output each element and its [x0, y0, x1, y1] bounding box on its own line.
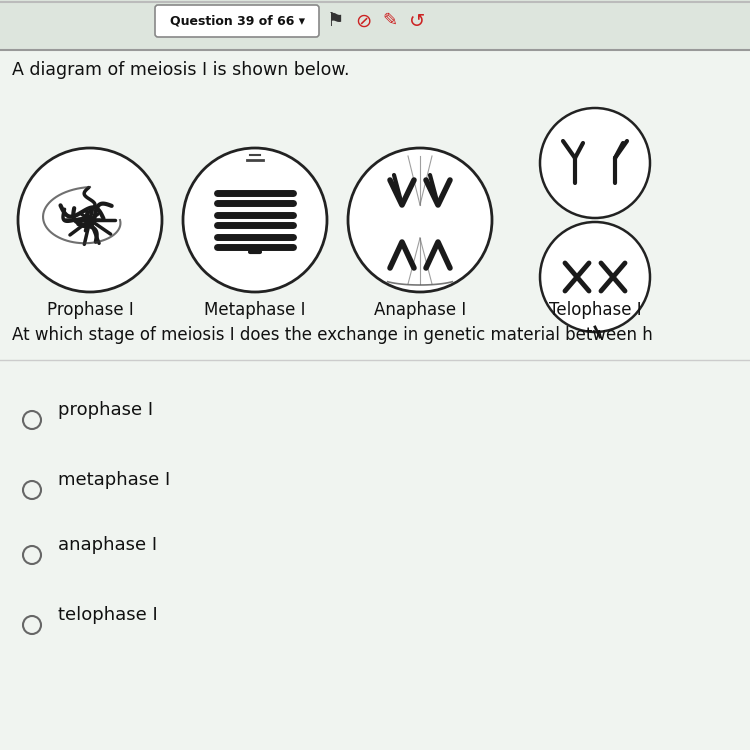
Circle shape [348, 148, 492, 292]
Text: Prophase I: Prophase I [46, 301, 134, 319]
Circle shape [23, 546, 41, 564]
Text: At which stage of meiosis I does the exchange in genetic material between h: At which stage of meiosis I does the exc… [12, 326, 652, 344]
Circle shape [540, 108, 650, 218]
Text: telophase I: telophase I [58, 606, 158, 624]
Circle shape [23, 616, 41, 634]
Text: A diagram of meiosis I is shown below.: A diagram of meiosis I is shown below. [12, 61, 350, 79]
Circle shape [23, 411, 41, 429]
Text: Telophase I: Telophase I [549, 301, 641, 319]
Text: prophase I: prophase I [58, 401, 153, 419]
Circle shape [18, 148, 162, 292]
Circle shape [540, 222, 650, 332]
Text: Metaphase I: Metaphase I [204, 301, 306, 319]
Text: ⚑: ⚑ [327, 11, 345, 31]
FancyBboxPatch shape [0, 50, 750, 750]
Text: Anaphase I: Anaphase I [374, 301, 466, 319]
Circle shape [183, 148, 327, 292]
Text: ⊘: ⊘ [355, 11, 371, 31]
Text: metaphase I: metaphase I [58, 471, 170, 489]
FancyBboxPatch shape [0, 0, 750, 52]
Circle shape [23, 481, 41, 499]
FancyBboxPatch shape [155, 5, 319, 37]
Text: ↺: ↺ [409, 11, 425, 31]
Text: anaphase I: anaphase I [58, 536, 158, 554]
Text: Question 39 of 66 ▾: Question 39 of 66 ▾ [170, 14, 304, 28]
Text: ✎: ✎ [382, 12, 398, 30]
